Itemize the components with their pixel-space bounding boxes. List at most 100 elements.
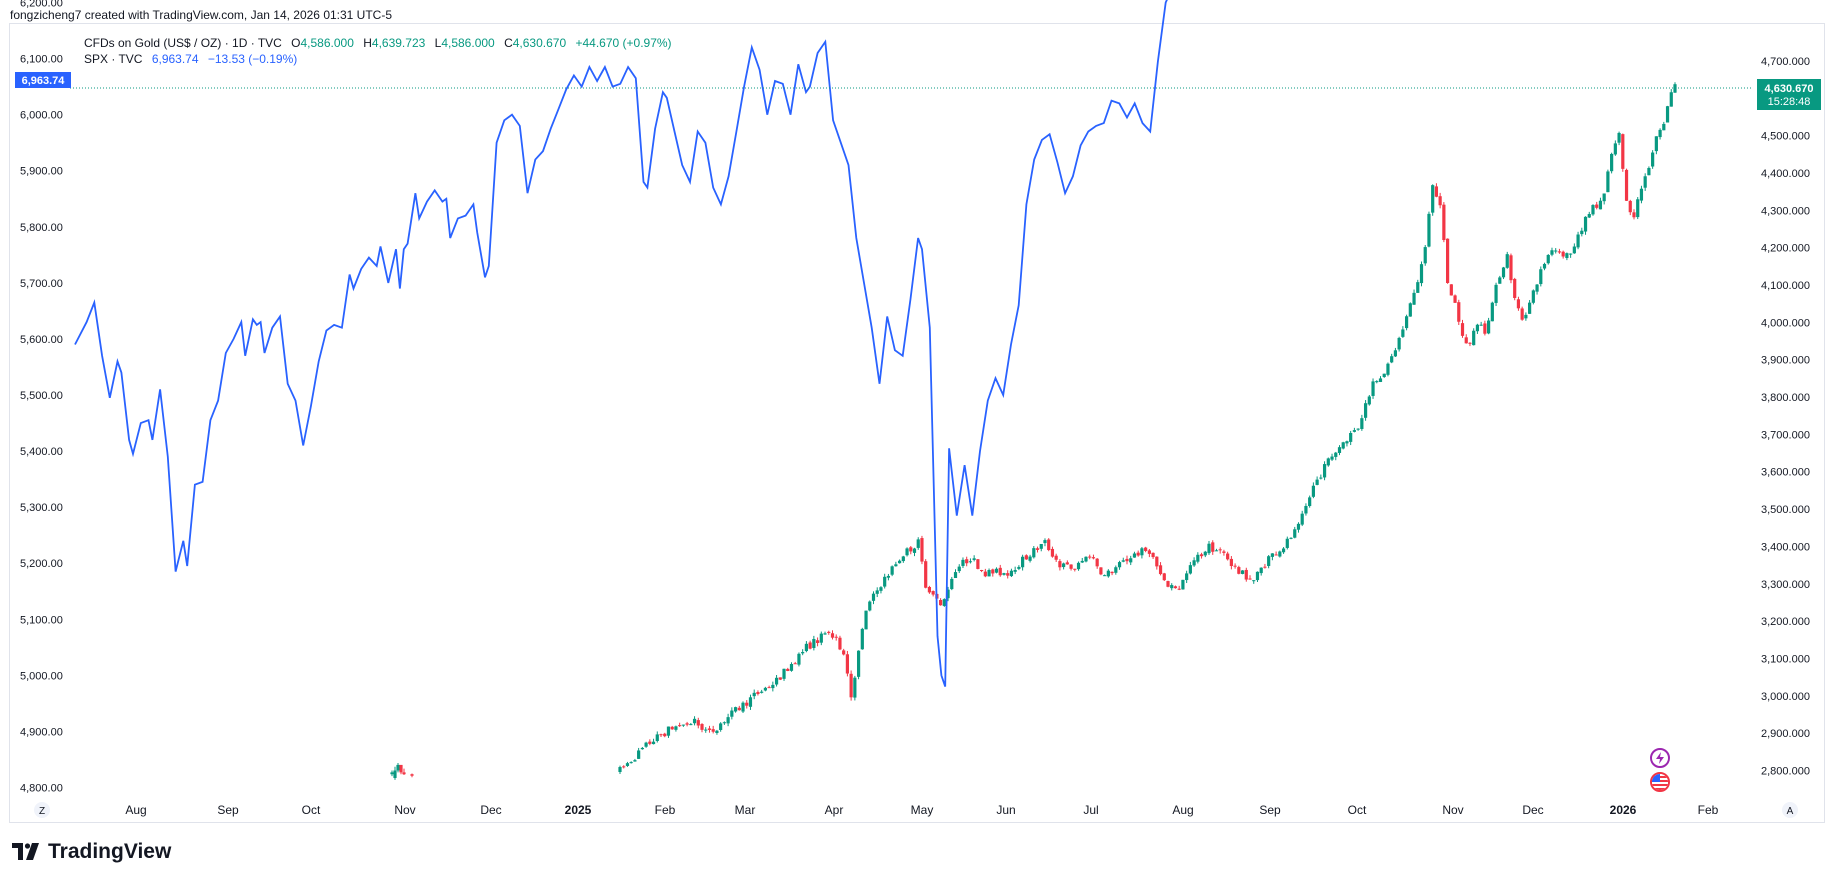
gold-legend-row[interactable]: CFDs on Gold (US$ / OZ) · 1D · TVC O4,58… bbox=[84, 35, 672, 51]
gold-candle-body bbox=[1595, 204, 1599, 208]
time-axis-tick: A bbox=[1787, 806, 1794, 817]
time-axis-tick: Sep bbox=[217, 803, 239, 817]
gold-candle-body bbox=[1129, 558, 1133, 563]
gold-candle-body bbox=[1177, 588, 1181, 590]
gold-candle-body bbox=[1151, 552, 1155, 558]
gold-candle-body bbox=[868, 601, 872, 611]
gold-candle-body bbox=[410, 774, 414, 776]
auto-scale-button[interactable] bbox=[1782, 802, 1798, 818]
gold-candle-body bbox=[1181, 579, 1185, 590]
tradingview-brand[interactable]: TradingView bbox=[12, 840, 171, 864]
right-axis-tick: 4,000.000 bbox=[1761, 317, 1810, 329]
gold-candle-body bbox=[1244, 569, 1248, 580]
gold-candle-body bbox=[1408, 303, 1412, 317]
gold-candle-body bbox=[916, 539, 920, 548]
left-axis-tick: 5,800.00 bbox=[20, 222, 63, 234]
gold-candle-body bbox=[681, 724, 685, 726]
time-axis-tick: Nov bbox=[1442, 803, 1463, 817]
time-axis-tick: Feb bbox=[655, 803, 676, 817]
gold-candle-body bbox=[1162, 573, 1166, 581]
right-axis-tick: 3,800.000 bbox=[1761, 392, 1810, 404]
gold-candle-body bbox=[651, 741, 656, 745]
gold-low-value: 4,586.000 bbox=[441, 36, 495, 50]
gold-candle-body bbox=[1140, 548, 1144, 556]
gold-candle-body bbox=[637, 750, 641, 759]
gold-candle-body bbox=[1505, 254, 1509, 268]
gold-candle-body bbox=[778, 677, 782, 680]
gold-candle-body bbox=[927, 586, 932, 593]
right-axis-tick: 3,200.000 bbox=[1761, 616, 1810, 628]
gold-candle-body bbox=[838, 637, 842, 650]
gold-candle-body bbox=[644, 742, 648, 747]
gold-candle-body bbox=[1378, 378, 1383, 382]
left-axis-tick: 6,000.00 bbox=[20, 110, 63, 122]
gold-candle-body bbox=[815, 640, 820, 643]
gold-candle-body bbox=[782, 668, 786, 679]
gold-candle-body bbox=[1263, 566, 1267, 568]
gold-candle-body bbox=[704, 729, 708, 731]
us-flag-event-icon[interactable] bbox=[1650, 772, 1670, 792]
gold-candle-body bbox=[678, 725, 682, 727]
gold-candle-body bbox=[767, 687, 771, 689]
gold-candle-body bbox=[1632, 212, 1636, 218]
gold-candle-body bbox=[1360, 418, 1364, 429]
gold-candle-body bbox=[1565, 253, 1569, 258]
gold-candle-body bbox=[774, 677, 779, 685]
gold-candle-body bbox=[752, 692, 756, 697]
left-axis-tick: 4,800.00 bbox=[20, 783, 63, 795]
left-axis-tick: 6,200.00 bbox=[20, 0, 63, 10]
gold-candle-body bbox=[1572, 246, 1576, 254]
gold-countdown-label: 15:28:48 bbox=[1768, 96, 1811, 108]
gold-candle-body bbox=[804, 643, 808, 652]
gold-open-label: O bbox=[291, 36, 301, 50]
right-axis-tick: 3,700.000 bbox=[1761, 429, 1810, 441]
gold-candle-body bbox=[1651, 152, 1655, 167]
gold-candle-body bbox=[1539, 269, 1543, 285]
gold-low-label: L bbox=[434, 36, 442, 50]
gold-candle-body bbox=[1222, 551, 1226, 553]
gold-candle-body bbox=[1352, 430, 1356, 432]
gold-candle-body bbox=[390, 772, 394, 775]
gold-candle-body bbox=[1095, 558, 1099, 567]
gold-candle-body bbox=[894, 564, 898, 567]
gold-candle-body bbox=[1617, 132, 1621, 143]
gold-candle-body bbox=[1226, 553, 1230, 560]
time-axis-tick: 2025 bbox=[565, 803, 592, 817]
gold-candle-body bbox=[1281, 548, 1286, 553]
gold-candles bbox=[390, 82, 1677, 780]
gold-candle-body bbox=[640, 747, 644, 750]
gold-candle-body bbox=[1419, 264, 1424, 284]
gold-candle-body bbox=[1334, 452, 1338, 457]
gold-candle-body bbox=[1188, 565, 1192, 574]
lightning-event-icon[interactable] bbox=[1650, 748, 1670, 768]
gold-candle-body bbox=[1665, 106, 1670, 123]
zoom-reset-button[interactable] bbox=[34, 802, 50, 818]
gold-candle-body bbox=[1367, 396, 1371, 405]
gold-candle-body bbox=[1431, 185, 1435, 213]
time-axis-tick: Z bbox=[39, 806, 45, 817]
gold-candle-body bbox=[760, 691, 764, 693]
gold-candle-body bbox=[1319, 477, 1323, 479]
gold-candle-body bbox=[1464, 337, 1468, 344]
gold-candle-body bbox=[1017, 566, 1021, 569]
gold-candle-body bbox=[1214, 550, 1219, 552]
spx-change-value: −13.53 (−0.19%) bbox=[207, 52, 298, 66]
gold-candle-body bbox=[1248, 578, 1252, 580]
gold-candle-body bbox=[1296, 523, 1301, 530]
gold-candle-body bbox=[402, 772, 406, 775]
gold-candle-body bbox=[823, 633, 827, 635]
gold-candle-body bbox=[1106, 570, 1110, 577]
gold-high-label: H bbox=[363, 36, 372, 50]
spx-legend-row[interactable]: SPX · TVC 6,963.74 −13.53 (−0.19%) bbox=[84, 51, 672, 67]
gold-candle-body bbox=[1274, 554, 1278, 556]
gold-candle-body bbox=[1438, 196, 1442, 206]
left-axis-tick: 5,600.00 bbox=[20, 334, 63, 346]
gold-candle-body bbox=[808, 642, 812, 649]
left-axis-tick: 5,000.00 bbox=[20, 670, 63, 682]
gold-candle-body bbox=[1024, 555, 1028, 560]
left-axis-tick: 5,400.00 bbox=[20, 446, 63, 458]
chart-frame bbox=[9, 23, 1825, 823]
gold-candle-body bbox=[1300, 513, 1304, 525]
gold-candle-body bbox=[763, 687, 767, 691]
